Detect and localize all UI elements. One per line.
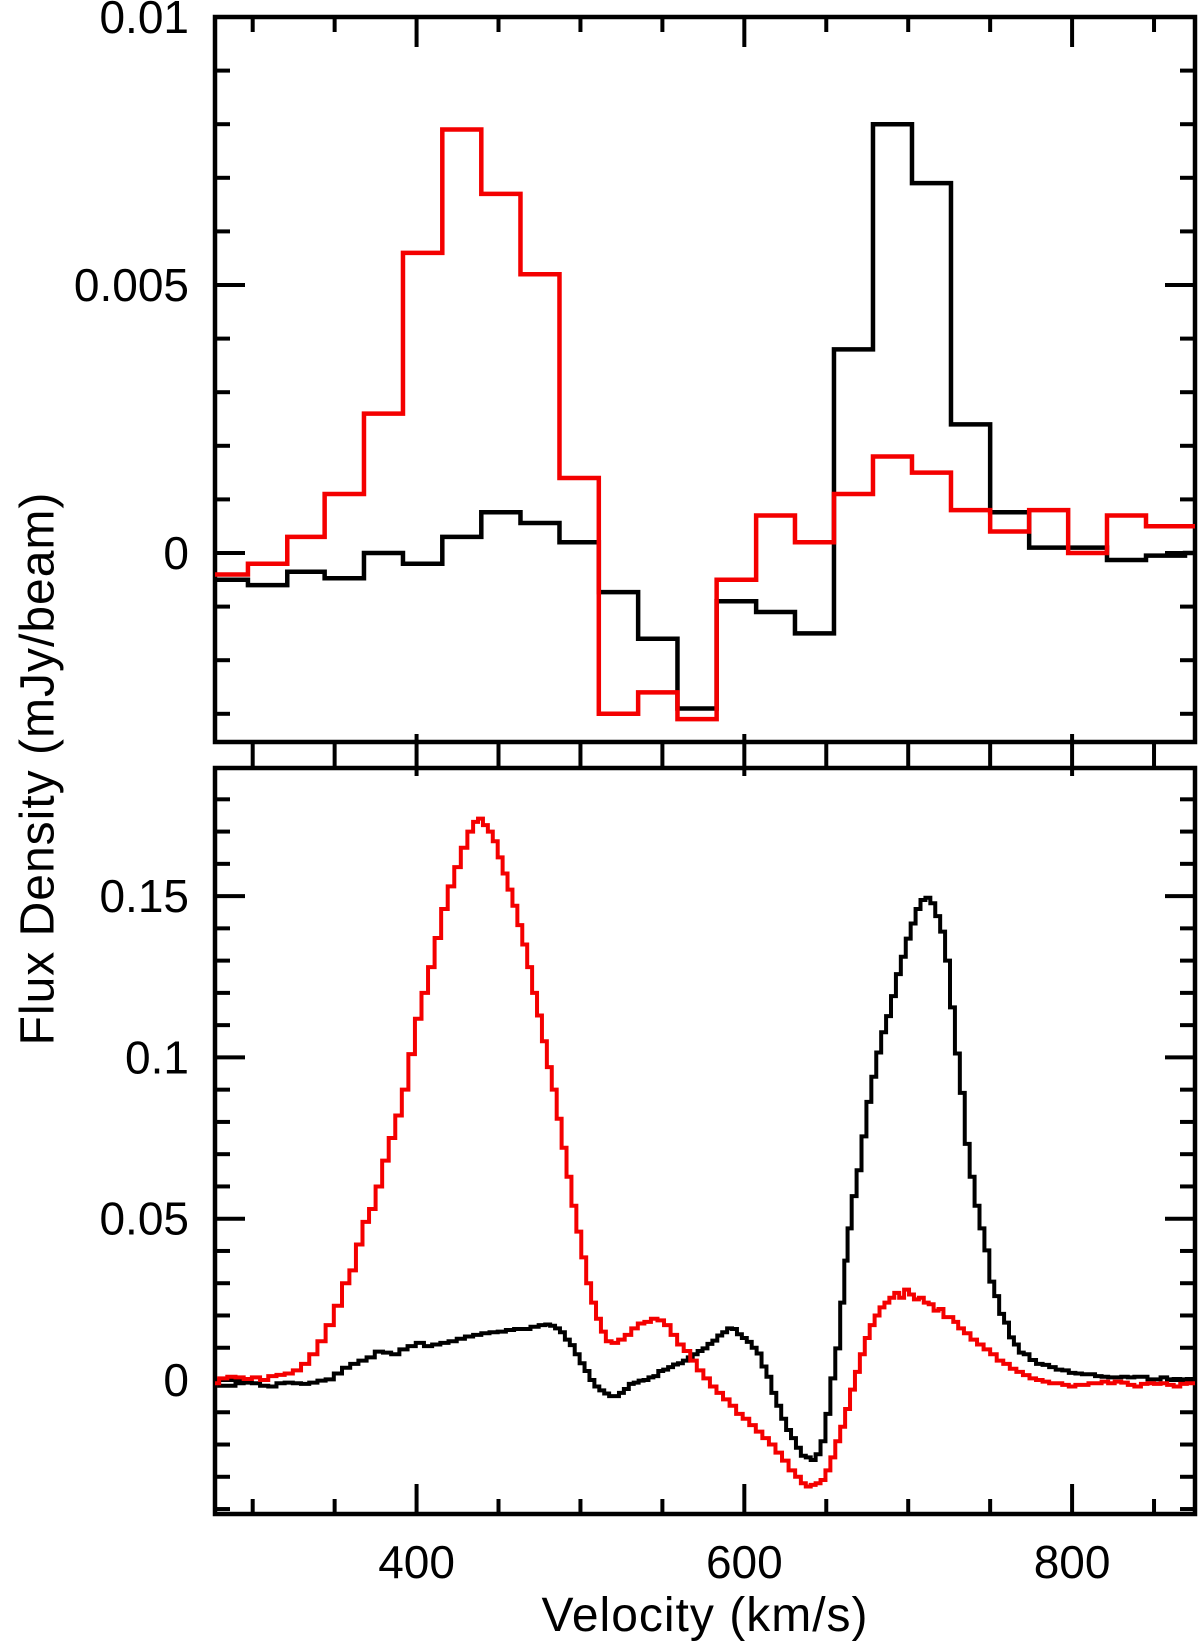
x-tick-label: 800 [1034, 1536, 1111, 1588]
y-tick-label: 0.1 [125, 1031, 189, 1083]
x-axis-tick-labels: 400 600 800 [378, 1536, 1110, 1588]
x-tick-label: 600 [706, 1536, 783, 1588]
bottom-panel: 0 0.05 0.1 0.15 [99, 765, 1198, 1517]
top-panel: 0 0.005 0.01 [74, 0, 1198, 745]
red-spectrum-line [215, 127, 1195, 722]
black-spectrum-line [215, 895, 1195, 1462]
y-tick-label: 0.005 [74, 259, 189, 311]
panel-frame [212, 14, 1198, 745]
red-spectrum-line [215, 816, 1195, 1489]
x-tick-label: 400 [378, 1536, 455, 1588]
y-tick-label: 0.05 [99, 1193, 189, 1245]
x-axis-title: Velocity (km/s) [541, 1589, 869, 1642]
y-axis-title: Flux Density (mJy/beam) [11, 491, 65, 1046]
y-tick-label: 0 [163, 527, 189, 579]
y-tick-label: 0.15 [99, 870, 189, 922]
y-tick-label: 0.01 [99, 0, 189, 43]
panel-frame [212, 765, 1198, 1517]
y-tick-label: 0 [163, 1354, 189, 1406]
x-axis-ticks [250, 17, 1157, 1514]
